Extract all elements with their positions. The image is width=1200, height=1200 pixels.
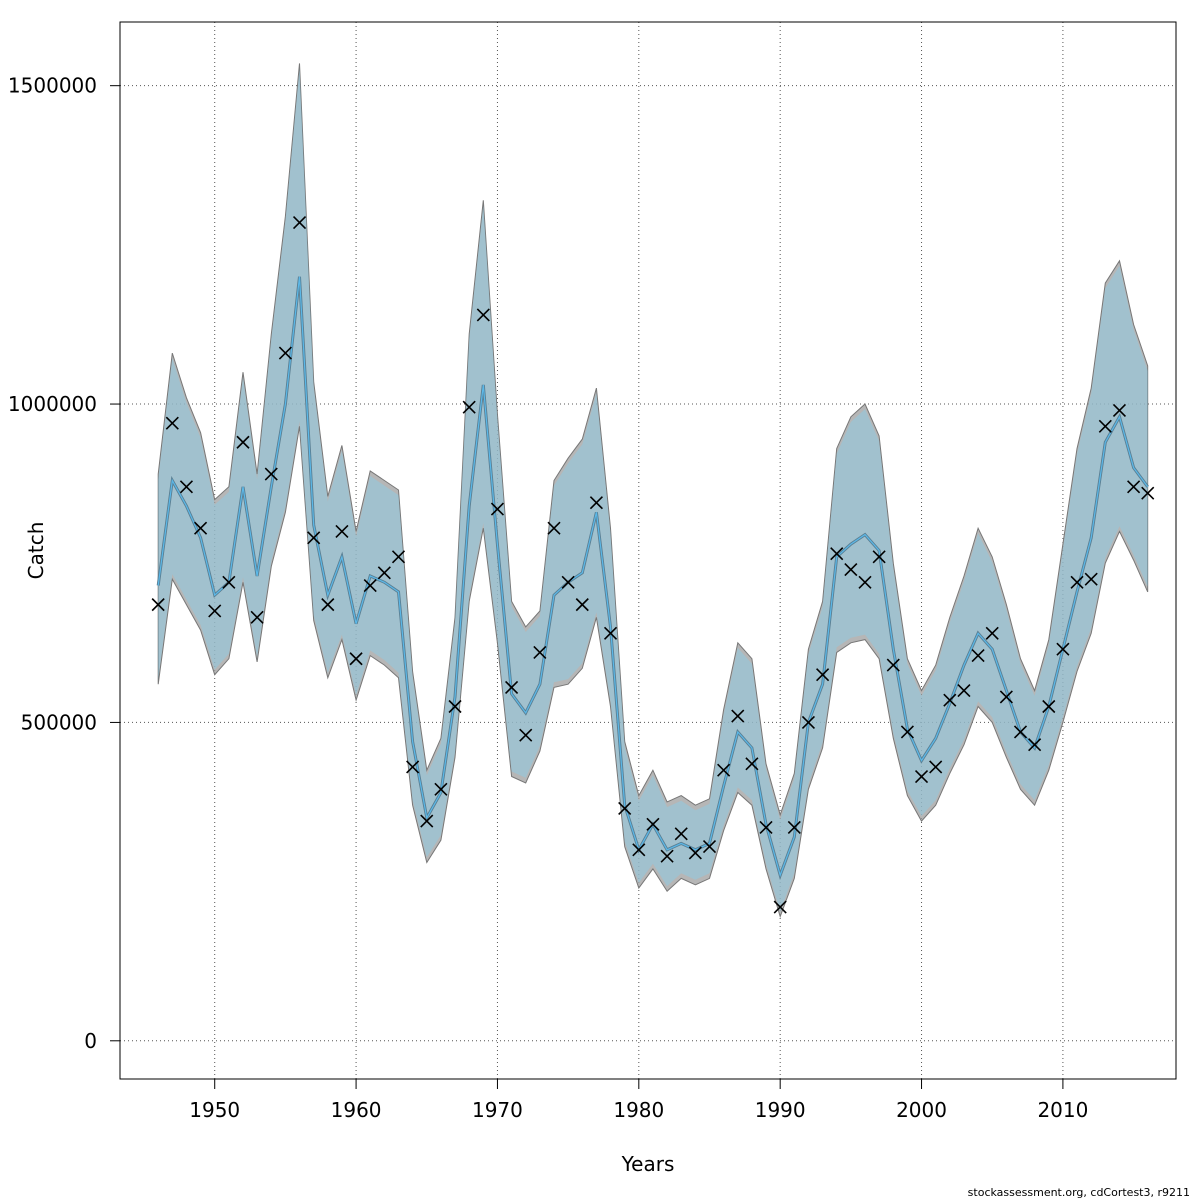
observed-point-1984 xyxy=(688,846,702,860)
observed-point-2006 xyxy=(999,690,1013,704)
observed-point-1967 xyxy=(448,699,462,714)
observed-point-1956 xyxy=(292,216,307,230)
observed-point-1978 xyxy=(603,626,618,640)
observed-point-1991 xyxy=(787,820,801,835)
observed-point-1982 xyxy=(660,849,674,863)
observed-point-1977 xyxy=(589,496,603,510)
observed-point-1976 xyxy=(575,598,589,612)
x-axis-title: Years xyxy=(621,1152,675,1176)
observed-point-1959 xyxy=(335,524,349,538)
observed-point-1979 xyxy=(618,801,632,815)
observed-point-1975 xyxy=(561,575,575,589)
observed-point-1957 xyxy=(307,531,321,545)
y-tick-label-1500000: 1500000 xyxy=(8,74,97,98)
observed-point-1962 xyxy=(377,566,391,580)
observed-point-1953 xyxy=(250,610,264,624)
confidence-bands xyxy=(157,63,1149,919)
observed-point-1958 xyxy=(321,598,335,612)
x-tick-label-1980: 1980 xyxy=(613,1098,664,1122)
observed-point-1954 xyxy=(264,467,278,481)
observed-point-1998 xyxy=(886,658,900,672)
observed-point-1983 xyxy=(674,827,688,841)
x-tick-label-2010: 2010 xyxy=(1037,1098,1088,1122)
observed-point-2015 xyxy=(1127,480,1141,494)
observed-point-2012 xyxy=(1084,572,1098,586)
observed-point-1995 xyxy=(844,563,858,577)
x-tick-label-2000: 2000 xyxy=(896,1098,947,1122)
observed-point-1990 xyxy=(773,900,787,914)
observed-point-1963 xyxy=(391,550,406,564)
observed-point-1987 xyxy=(731,709,745,723)
plot-frame xyxy=(119,21,1177,1080)
observed-point-1997 xyxy=(872,550,886,564)
observed-point-2005 xyxy=(985,626,999,640)
observed-point-2014 xyxy=(1112,403,1127,417)
observed-point-1986 xyxy=(717,763,731,777)
observed-point-2007 xyxy=(1013,725,1028,739)
observed-point-1969 xyxy=(476,308,490,322)
x-axis: 1950 1960 1970 1980 1990 2000 2010 xyxy=(189,1079,1088,1122)
observed-point-1949 xyxy=(194,521,208,535)
observed-point-1964 xyxy=(406,760,420,774)
observed-point-1960 xyxy=(349,652,363,666)
footer-credit: stockassessment.org, cdCortest3, r9211 xyxy=(967,1186,1190,1199)
observed-point-1961 xyxy=(363,578,377,593)
observed-point-1955 xyxy=(278,346,292,360)
observed-point-1988 xyxy=(745,757,759,771)
observed-point-2001 xyxy=(929,760,943,774)
observed-point-2013 xyxy=(1098,419,1112,433)
observed-point-2009 xyxy=(1042,699,1056,714)
observed-point-2004 xyxy=(971,648,985,663)
y-axis: 0 500000 1000000 1500000 xyxy=(8,74,120,1053)
observed-point-1996 xyxy=(858,575,872,589)
y-tick-label-0: 0 xyxy=(84,1029,97,1053)
y-tick-label-500000: 500000 xyxy=(21,710,97,734)
observed-point-2003 xyxy=(957,684,971,698)
observed-point-2002 xyxy=(943,693,957,707)
observed-point-1974 xyxy=(547,521,561,535)
observed-point-1948 xyxy=(179,480,194,494)
observed-point-2008 xyxy=(1028,738,1042,752)
ci-band-blue xyxy=(158,68,1148,912)
observed-point-1981 xyxy=(646,817,660,831)
observed-point-1970 xyxy=(490,502,505,516)
observed-point-1966 xyxy=(434,782,448,796)
observed-point-1985 xyxy=(702,840,717,854)
observed-point-1989 xyxy=(759,820,773,835)
observed-point-2000 xyxy=(914,769,929,784)
observed-point-1951 xyxy=(222,575,236,589)
observed-point-1946 xyxy=(151,598,165,612)
observed-point-1999 xyxy=(900,725,914,739)
observed-point-1972 xyxy=(519,728,533,742)
observed-point-1947 xyxy=(165,416,179,430)
observed-point-2016 xyxy=(1141,486,1155,500)
observed-point-1980 xyxy=(632,843,646,857)
observed-point-1968 xyxy=(462,400,476,414)
observed-point-2011 xyxy=(1070,575,1084,589)
observed-point-1993 xyxy=(816,668,830,682)
x-tick-label-1950: 1950 xyxy=(189,1098,240,1122)
ci-band-gray xyxy=(157,63,1149,919)
x-tick-label-1990: 1990 xyxy=(755,1098,806,1122)
observed-point-1950 xyxy=(208,604,222,618)
observed-point-1965 xyxy=(420,814,434,828)
observed-point-1992 xyxy=(801,715,816,729)
grid-lines xyxy=(120,22,1176,1079)
observed-point-1994 xyxy=(830,547,844,561)
y-tick-label-1000000: 1000000 xyxy=(8,392,97,416)
observed-point-1952 xyxy=(236,435,250,449)
x-tick-label-1960: 1960 xyxy=(331,1098,382,1122)
observed-point-2010 xyxy=(1056,642,1070,656)
x-tick-label-1970: 1970 xyxy=(472,1098,523,1122)
observed-point-1973 xyxy=(533,645,547,659)
observed-points xyxy=(151,216,1155,914)
y-axis-title: Catch xyxy=(24,522,48,580)
observed-point-1971 xyxy=(505,680,519,694)
